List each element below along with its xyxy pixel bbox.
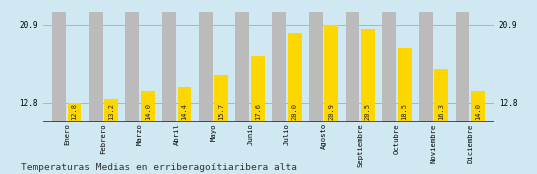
Bar <box>471 91 485 122</box>
Text: 15.7: 15.7 <box>218 103 224 120</box>
Bar <box>126 6 140 122</box>
Bar <box>434 69 448 122</box>
Text: 14.0: 14.0 <box>145 103 151 120</box>
Text: 20.5: 20.5 <box>365 103 371 120</box>
Bar <box>272 2 286 122</box>
Bar <box>382 3 396 122</box>
Bar <box>288 33 301 122</box>
Text: 14.0: 14.0 <box>475 103 481 120</box>
Bar <box>455 6 469 122</box>
Bar <box>251 56 265 122</box>
Bar <box>345 2 359 122</box>
Text: 20.0: 20.0 <box>292 103 297 120</box>
Text: 18.5: 18.5 <box>402 103 408 120</box>
Bar <box>214 75 228 122</box>
Text: 17.6: 17.6 <box>255 103 261 120</box>
Bar <box>104 99 118 122</box>
Bar <box>89 8 103 122</box>
Text: 20.9: 20.9 <box>328 103 334 120</box>
Bar <box>419 5 433 122</box>
Text: Temperaturas Medias en erriberagoítiaribera alta: Temperaturas Medias en erriberagoítiarib… <box>21 163 297 172</box>
Bar <box>68 102 82 122</box>
Bar <box>361 29 375 122</box>
Text: 13.2: 13.2 <box>108 103 114 120</box>
Bar <box>52 8 66 122</box>
Bar <box>178 87 192 122</box>
Text: 16.3: 16.3 <box>438 103 444 120</box>
Text: 14.4: 14.4 <box>182 103 187 120</box>
Bar <box>199 3 213 122</box>
Bar <box>236 2 249 122</box>
Bar <box>309 2 323 122</box>
Bar <box>162 5 176 122</box>
Bar <box>324 25 338 122</box>
Text: 12.8: 12.8 <box>71 103 77 120</box>
Bar <box>141 91 155 122</box>
Bar <box>397 48 411 122</box>
